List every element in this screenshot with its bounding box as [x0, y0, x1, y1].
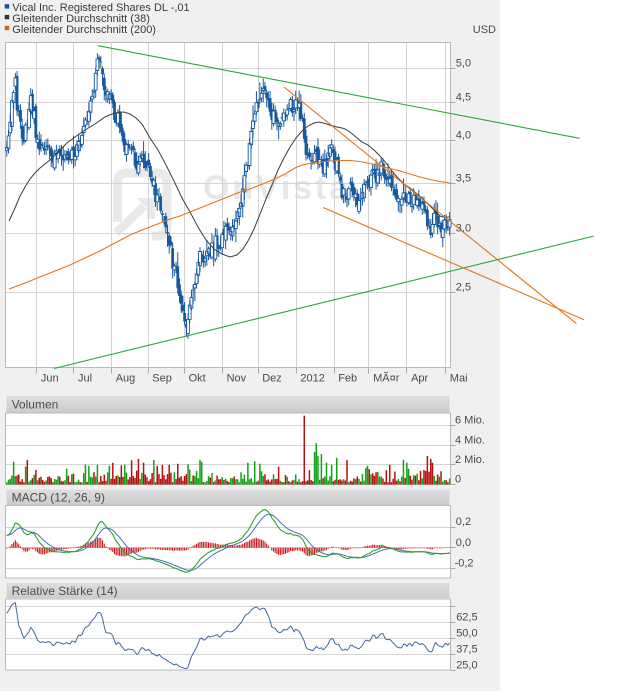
svg-text:4,5: 4,5	[456, 92, 471, 104]
svg-text:Sep: Sep	[152, 373, 172, 385]
svg-text:MÃ¤r: MÃ¤r	[373, 372, 400, 385]
svg-text:0,0: 0,0	[456, 537, 471, 549]
svg-text:50,0: 50,0	[456, 627, 477, 639]
svg-text:Volumen: Volumen	[12, 398, 59, 412]
svg-text:62,5: 62,5	[456, 611, 477, 623]
svg-text:Gleitender Durchschnitt (200): Gleitender Durchschnitt (200)	[12, 24, 156, 36]
svg-text:Nov: Nov	[227, 373, 247, 385]
svg-text:2 Mio.: 2 Mio.	[455, 454, 485, 466]
svg-text:Vical Inc. Registered Shares D: Vical Inc. Registered Shares DL -,01	[12, 2, 189, 14]
svg-text:0,2: 0,2	[456, 516, 471, 528]
svg-text:2,5: 2,5	[456, 282, 471, 294]
svg-text:MACD (12, 26, 9): MACD (12, 26, 9)	[12, 491, 105, 505]
svg-text:Gleitender Durchschnitt (38): Gleitender Durchschnitt (38)	[12, 13, 150, 25]
svg-text:5,0: 5,0	[456, 58, 471, 70]
svg-text:Okt: Okt	[189, 373, 206, 385]
svg-text:2012: 2012	[300, 373, 324, 385]
svg-text:-0,2: -0,2	[455, 558, 474, 570]
svg-text:3,0: 3,0	[456, 223, 471, 235]
svg-text:Aug: Aug	[116, 373, 136, 385]
svg-text:4 Mio.: 4 Mio.	[455, 434, 485, 446]
svg-text:37,5: 37,5	[456, 643, 477, 655]
svg-text:Jun: Jun	[41, 373, 59, 385]
svg-text:4,0: 4,0	[456, 130, 471, 142]
svg-text:Apr: Apr	[411, 373, 428, 385]
svg-text:Feb: Feb	[338, 373, 357, 385]
svg-text:6 Mio.: 6 Mio.	[455, 415, 485, 427]
svg-text:Dez: Dez	[262, 373, 282, 385]
svg-text:Jul: Jul	[78, 373, 92, 385]
svg-text:0: 0	[455, 474, 461, 486]
svg-text:Relative Stärke (14): Relative Stärke (14)	[12, 584, 118, 598]
svg-text:Mai: Mai	[450, 373, 468, 385]
svg-text:USD: USD	[473, 24, 496, 36]
svg-text:3,5: 3,5	[456, 173, 471, 185]
svg-text:25,0: 25,0	[456, 659, 477, 671]
